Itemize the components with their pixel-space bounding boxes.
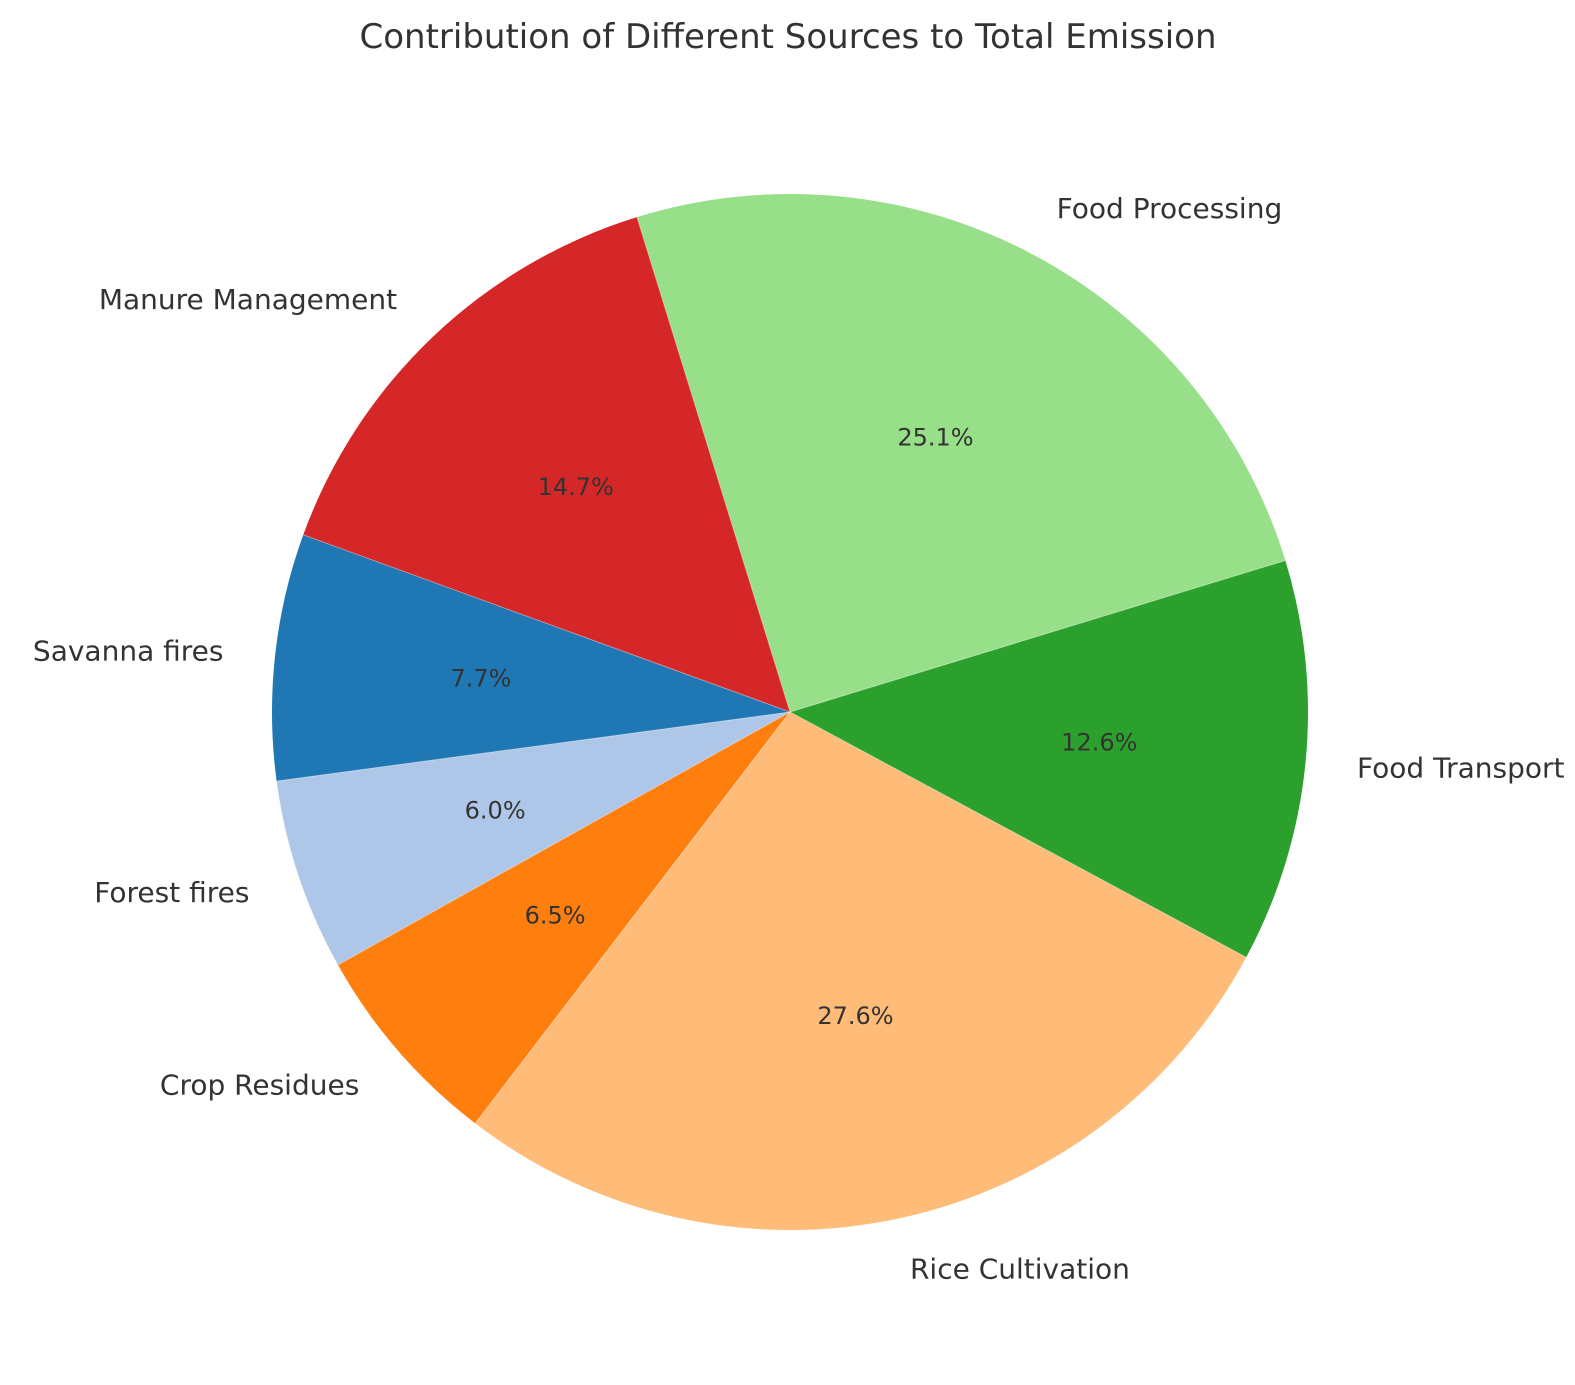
chart-title: Contribution of Different Sources to Tot…: [359, 17, 1216, 57]
pie-slice-savanna-fires: [272, 534, 790, 782]
slice-divider: [789, 560, 1286, 713]
pct-label-crop-residues: 6.5%: [525, 901, 586, 929]
percent-labels: 7.7% 6.0% 6.5% 27.6% 12.6% 25.1% 14.7%: [451, 423, 1138, 1029]
pct-label-food-processing: 25.1%: [897, 423, 973, 451]
category-label-food-transport: Food Transport: [1357, 751, 1564, 784]
pie-slice-forest-fires: [276, 712, 790, 965]
pie-slice-food-processing: [636, 194, 1286, 712]
pct-label-manure-management: 14.7%: [538, 473, 614, 501]
pie-slice-food-transport: [790, 560, 1308, 958]
category-label-manure-management: Manure Management: [99, 283, 397, 316]
slice-divider: [303, 534, 791, 713]
pct-label-food-transport: 12.6%: [1061, 728, 1137, 756]
slice-divider: [474, 711, 791, 1124]
category-label-rice-cultivation: Rice Cultivation: [910, 1253, 1130, 1286]
pie-slice-manure-management: [303, 217, 790, 712]
pct-label-forest-fires: 6.0%: [465, 796, 526, 824]
slice-divider: [276, 711, 791, 782]
pie-slices: [272, 194, 1308, 1230]
category-label-crop-residues: Crop Residues: [160, 1069, 359, 1102]
pie-slice-crop-residues: [337, 712, 790, 1124]
pct-label-savanna-fires: 7.7%: [451, 665, 512, 693]
slice-divider: [636, 216, 791, 713]
slice-divider: [337, 711, 791, 966]
pie-slice-rice-cultivation: [475, 712, 1247, 1230]
category-label-food-processing: Food Processing: [1057, 192, 1283, 225]
category-label-savanna-fires: Savanna fires: [33, 634, 224, 667]
slice-divider: [789, 711, 1247, 958]
category-label-forest-fires: Forest fires: [94, 876, 249, 909]
pct-label-rice-cultivation: 27.6%: [817, 1002, 893, 1030]
category-labels: Savanna fires Forest fires Crop Residues Ri…: [33, 192, 1565, 1286]
